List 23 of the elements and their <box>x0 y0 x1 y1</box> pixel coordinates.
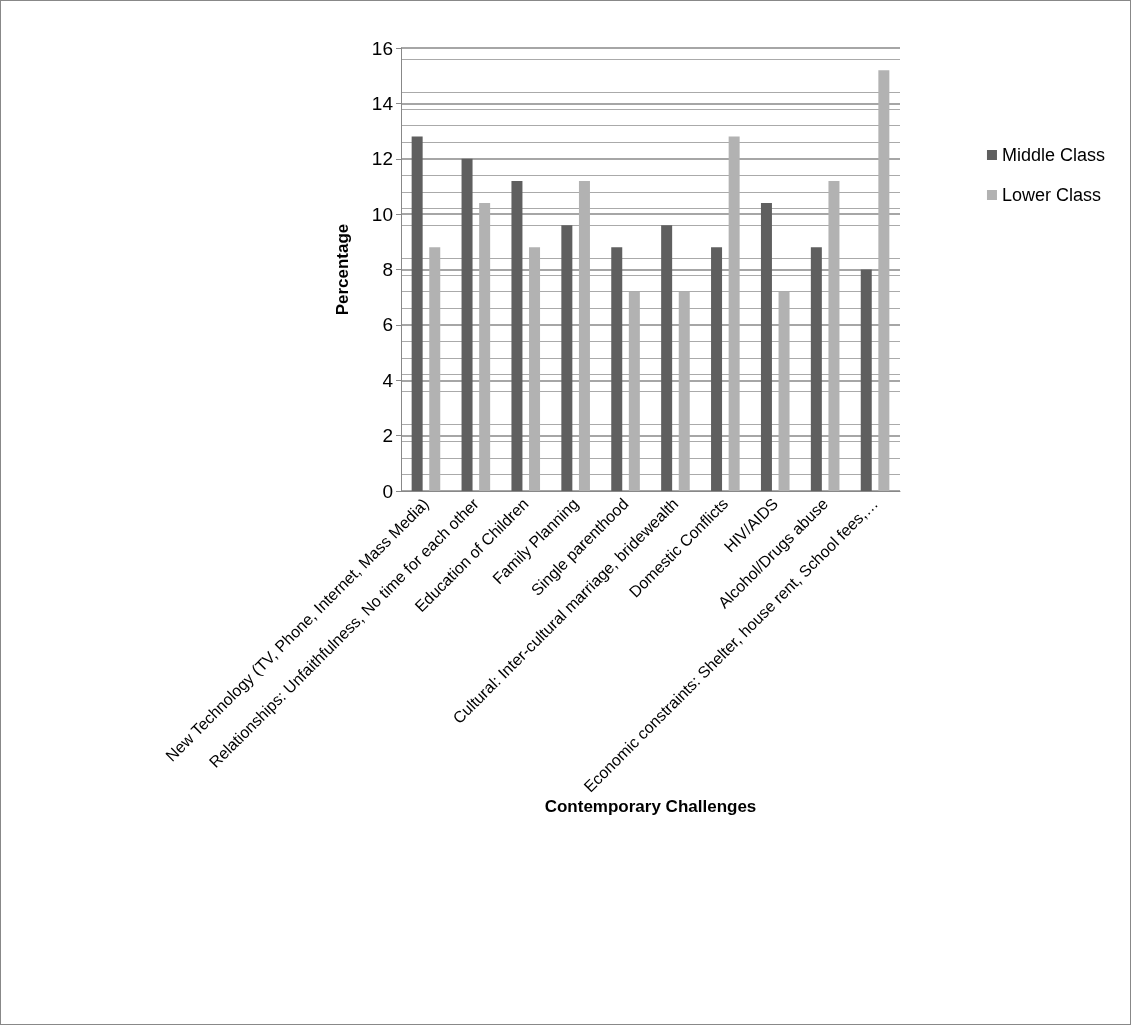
y-tick-label: 0 <box>382 480 393 502</box>
bar <box>860 269 872 491</box>
bar <box>461 158 473 491</box>
y-tick-label: 2 <box>382 425 393 447</box>
y-tick-label: 12 <box>371 148 393 170</box>
y-tick-label: 10 <box>371 203 393 225</box>
x-axis-title: Contemporary Challenges <box>544 797 757 817</box>
y-tick-label: 6 <box>382 314 393 336</box>
legend-label: Lower Class <box>1001 185 1102 205</box>
bar <box>661 225 673 491</box>
bar <box>561 225 573 491</box>
y-tick-label: 16 <box>371 37 393 59</box>
bar <box>810 247 822 491</box>
bar <box>711 247 723 491</box>
y-tick-label: 4 <box>382 369 394 391</box>
y-tick-label: 8 <box>382 259 393 280</box>
bar <box>411 136 423 491</box>
y-tick-label: 14 <box>371 92 394 114</box>
y-axis-title: Percentage <box>333 223 352 316</box>
legend-label: Middle Class <box>1001 145 1106 165</box>
bar <box>611 247 623 491</box>
bar <box>760 203 772 491</box>
bar <box>511 180 523 491</box>
